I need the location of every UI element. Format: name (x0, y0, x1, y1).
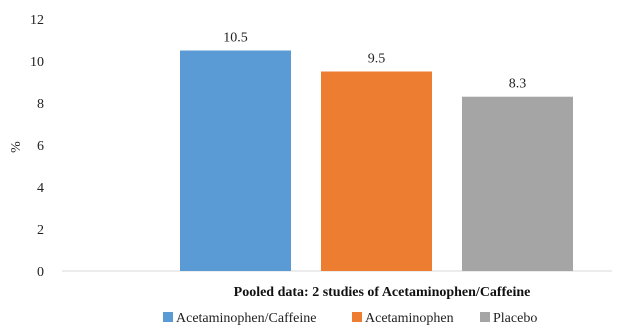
bar (180, 50, 291, 271)
legend-swatch (352, 312, 362, 322)
x-axis-title: Pooled data: 2 studies of Acetaminophen/… (234, 285, 531, 300)
legend: Acetaminophen/Caffeine Acetaminophen Place… (163, 311, 537, 326)
legend-label: Acetaminophen (365, 311, 454, 326)
data-label: 8.3 (509, 77, 527, 92)
legend-swatch (163, 312, 173, 322)
legend-label: Placebo (493, 311, 537, 326)
bar (462, 96, 573, 271)
legend-swatch (480, 312, 490, 322)
bar-series-group (180, 50, 573, 271)
y-tick-label: 2 (37, 223, 44, 238)
legend-label: Acetaminophen/Caffeine (176, 311, 316, 326)
data-label: 9.5 (368, 52, 386, 67)
y-tick-label: 10 (30, 55, 44, 70)
y-tick-label: 6 (37, 139, 44, 154)
bar (321, 71, 432, 271)
y-axis-tick-labels: 0 2 4 6 8 10 12 (30, 13, 44, 280)
y-tick-label: 4 (37, 181, 44, 196)
data-labels-group: 10.5 9.5 8.3 (223, 31, 526, 92)
y-tick-label: 12 (30, 13, 44, 28)
y-tick-label: 0 (37, 265, 44, 280)
y-tick-label: 8 (37, 97, 44, 112)
data-label: 10.5 (223, 31, 248, 46)
y-axis-title: % (9, 141, 24, 153)
